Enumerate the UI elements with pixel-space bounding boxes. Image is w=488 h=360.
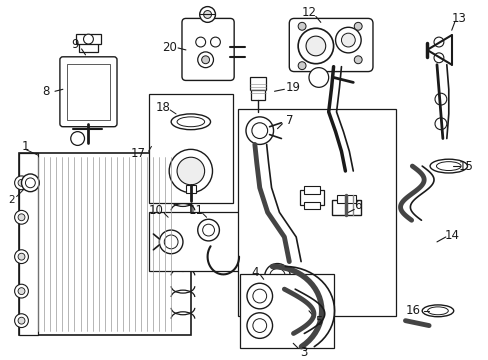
Circle shape — [252, 289, 266, 303]
Circle shape — [18, 214, 25, 221]
Circle shape — [199, 6, 215, 22]
Bar — [331, 199, 361, 215]
FancyBboxPatch shape — [289, 18, 372, 72]
Circle shape — [21, 174, 39, 192]
Text: 8: 8 — [42, 85, 50, 98]
Circle shape — [434, 93, 446, 105]
Text: 18: 18 — [156, 100, 170, 113]
Circle shape — [15, 210, 28, 224]
Circle shape — [252, 319, 266, 333]
Text: 17: 17 — [131, 147, 146, 160]
Circle shape — [197, 52, 213, 68]
FancyBboxPatch shape — [60, 57, 117, 127]
Text: 11: 11 — [188, 204, 203, 217]
Bar — [76, 34, 101, 44]
Bar — [304, 202, 319, 210]
Circle shape — [246, 313, 272, 338]
Circle shape — [197, 219, 219, 241]
Circle shape — [341, 33, 354, 47]
Text: 20: 20 — [162, 41, 176, 54]
Bar — [250, 90, 264, 100]
Circle shape — [203, 10, 211, 18]
Circle shape — [18, 253, 25, 260]
Circle shape — [15, 250, 28, 264]
Bar — [249, 77, 265, 90]
Circle shape — [264, 264, 290, 289]
Circle shape — [298, 28, 333, 64]
Circle shape — [15, 176, 28, 190]
Text: 7: 7 — [285, 114, 292, 127]
Text: 10: 10 — [149, 204, 163, 217]
Text: 13: 13 — [450, 12, 465, 25]
Circle shape — [251, 123, 267, 139]
Circle shape — [202, 224, 214, 236]
Text: 4: 4 — [250, 266, 258, 279]
Ellipse shape — [421, 305, 453, 317]
Bar — [240, 274, 333, 348]
Text: 9: 9 — [71, 39, 78, 51]
Circle shape — [433, 53, 443, 63]
Text: 19: 19 — [285, 81, 300, 94]
Circle shape — [164, 235, 178, 249]
Circle shape — [201, 56, 209, 64]
Bar — [304, 186, 319, 194]
Circle shape — [210, 37, 220, 47]
Circle shape — [305, 36, 325, 56]
Circle shape — [159, 230, 183, 254]
Circle shape — [246, 283, 272, 309]
Circle shape — [298, 22, 305, 30]
Ellipse shape — [427, 307, 447, 315]
Circle shape — [15, 284, 28, 298]
Circle shape — [83, 34, 93, 44]
Circle shape — [245, 117, 273, 144]
Text: 16: 16 — [405, 304, 420, 317]
Circle shape — [269, 269, 285, 284]
Circle shape — [177, 157, 204, 185]
Circle shape — [18, 179, 25, 186]
Ellipse shape — [436, 162, 460, 171]
Bar — [300, 190, 323, 206]
Bar — [149, 94, 233, 203]
Ellipse shape — [177, 117, 204, 127]
Circle shape — [433, 37, 443, 47]
Circle shape — [18, 288, 25, 294]
Ellipse shape — [171, 114, 210, 130]
Text: 2: 2 — [8, 194, 15, 204]
Text: 3: 3 — [300, 346, 307, 359]
FancyBboxPatch shape — [182, 18, 234, 80]
Circle shape — [195, 37, 205, 47]
Circle shape — [15, 314, 28, 328]
Circle shape — [308, 68, 328, 87]
Circle shape — [25, 178, 35, 188]
Bar — [336, 195, 356, 203]
Circle shape — [71, 132, 84, 145]
Bar — [67, 64, 110, 120]
Bar — [149, 212, 257, 271]
Bar — [185, 185, 195, 193]
Circle shape — [298, 62, 305, 69]
Text: 5: 5 — [314, 315, 322, 328]
Circle shape — [18, 317, 25, 324]
Circle shape — [353, 22, 362, 30]
Text: 15: 15 — [458, 159, 473, 172]
Circle shape — [353, 56, 362, 64]
Bar — [19, 153, 38, 336]
Ellipse shape — [429, 159, 467, 173]
Circle shape — [335, 27, 361, 53]
Text: 14: 14 — [443, 229, 458, 242]
Circle shape — [169, 149, 212, 193]
Text: 1: 1 — [21, 140, 29, 153]
Text: 6: 6 — [354, 199, 361, 212]
Bar — [238, 109, 395, 316]
Text: 12: 12 — [301, 6, 316, 19]
Circle shape — [434, 118, 446, 130]
Bar — [19, 153, 190, 336]
Bar — [79, 42, 98, 52]
